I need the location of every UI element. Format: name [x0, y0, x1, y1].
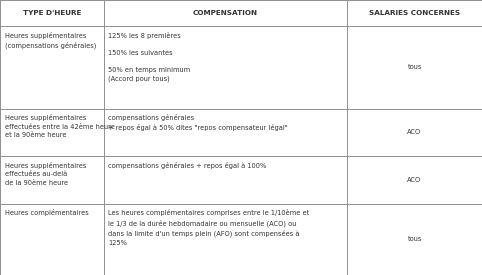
Text: Heures supplémentaires
effectuées au-delà
de la 90ème heure: Heures supplémentaires effectuées au-del… — [5, 162, 86, 186]
Bar — [347, 0, 482, 26]
Bar — [104, 109, 347, 156]
Text: 125% les 8 premières

150% les suivantes

50% en temps minimum
(Accord pour tous: 125% les 8 premières 150% les suivantes … — [108, 32, 190, 82]
Bar — [347, 26, 482, 109]
Bar — [347, 109, 482, 156]
Bar — [0, 204, 104, 275]
Text: Les heures complémentaires comprises entre le 1/10ème et
le 1/3 de la durée hebd: Les heures complémentaires comprises ent… — [108, 209, 310, 246]
Bar — [0, 156, 104, 204]
Text: ACO: ACO — [407, 129, 422, 135]
Text: COMPENSATION: COMPENSATION — [193, 10, 258, 16]
Text: Heures supplémentaires
(compensations générales): Heures supplémentaires (compensations gé… — [5, 32, 96, 49]
Bar — [347, 204, 482, 275]
Text: compensations générales
+ repos égal à 50% dites "repos compensateur légal": compensations générales + repos égal à 5… — [108, 114, 288, 131]
Bar — [104, 26, 347, 109]
Bar — [104, 156, 347, 204]
Text: Heures complémentaires: Heures complémentaires — [5, 209, 89, 216]
Bar — [0, 109, 104, 156]
Bar — [104, 204, 347, 275]
Text: TYPE D'HEURE: TYPE D'HEURE — [23, 10, 81, 16]
Text: SALARIES CONCERNES: SALARIES CONCERNES — [369, 10, 460, 16]
Bar — [0, 26, 104, 109]
Text: Heures supplémentaires
effectuées entre la 42ème heure
et la 90ème heure: Heures supplémentaires effectuées entre … — [5, 114, 115, 138]
Bar — [104, 0, 347, 26]
Text: tous: tous — [407, 64, 422, 70]
Text: ACO: ACO — [407, 177, 422, 183]
Bar — [0, 0, 104, 26]
Text: compensations générales + repos égal à 100%: compensations générales + repos égal à 1… — [108, 162, 267, 169]
Bar — [347, 156, 482, 204]
Text: tous: tous — [407, 236, 422, 242]
